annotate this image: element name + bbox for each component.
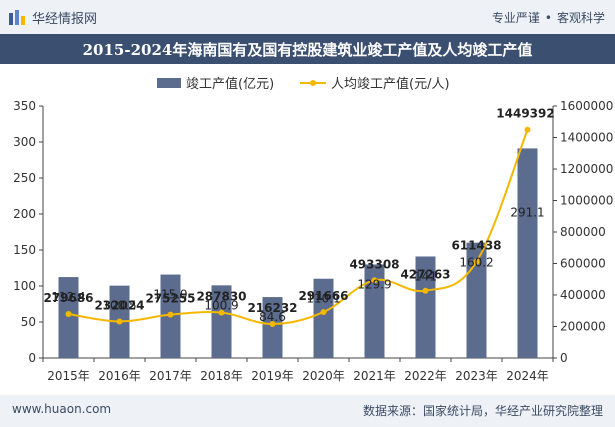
line-point [422,287,429,294]
x-tick-label: 2016年 [98,369,141,383]
left-tick-label: 100 [13,279,36,293]
footer-website[interactable]: www.huaon.com [12,402,112,416]
x-tick-label: 2022年 [404,369,447,383]
x-tick-label: 2019年 [251,369,294,383]
x-tick-label: 2018年 [200,369,243,383]
line-point [269,320,276,327]
right-tick-label: 1000000 [560,194,613,208]
bar [313,278,334,358]
bar [466,242,487,358]
line-point [167,311,174,318]
bar-value-label: 115.9 [153,288,187,302]
line-value-label: 1449392 [496,107,554,121]
left-tick-label: 250 [13,171,36,185]
left-tick-label: 0 [28,351,36,365]
tagline-left: 专业严谨 [491,11,540,25]
bar-value-label: 100.5 [102,299,136,313]
line-value-label: 611438 [451,239,501,253]
left-tick-label: 200 [13,207,36,221]
line-value-label: 493308 [349,257,399,271]
chart-title: 2015-2024年海南国有及国有控股建筑业竣工产值及人均竣工产值 [82,41,533,59]
line-value-label: 216232 [247,301,297,315]
bar [364,264,385,358]
x-tick-label: 2023年 [455,369,498,383]
bar-value-label: 110.1 [306,292,340,306]
bar [211,285,232,358]
line-value-label: 287830 [196,290,246,304]
right-tick-label: 1200000 [560,162,613,176]
line-point [524,126,531,133]
bar-value-label: 100.9 [204,298,238,312]
bar-value-label: 141 [414,269,437,283]
right-tick-label: 1400000 [560,131,613,145]
line-value-label: 232024 [94,298,144,312]
right-tick-label: 600000 [560,257,606,271]
line-point [371,277,378,284]
dot-separator-icon: • [544,11,552,25]
logo-text: 华经情报网 [32,12,98,27]
line-point [116,318,123,325]
title-bar [0,34,615,64]
line-value-label: 427263 [400,268,450,282]
logo-icon [9,9,25,25]
legend-marker-line [310,80,316,86]
left-tick-label: 50 [21,315,36,329]
legend-swatch-bar [157,78,181,88]
bar [58,277,79,358]
right-tick-label: 400000 [560,288,606,302]
x-tick-label: 2015年 [47,369,90,383]
right-tick-label: 1600000 [560,99,613,113]
bar-value-label: 129.9 [357,277,391,291]
logo: 华经情报网 [8,8,97,27]
line-point [320,309,327,316]
bar-value-label: 160.2 [459,256,493,270]
line-value-label: 291666 [298,289,348,303]
footer-source: 数据来源：国家统计局，华经产业研究院整理 [362,404,603,418]
top-bar [0,0,615,34]
right-tick-label: 0 [560,351,568,365]
x-tick-label: 2024年 [506,369,549,383]
bar-value-label: 291.1 [510,205,544,219]
bar-value-label: 84.6 [259,310,286,324]
left-tick-label: 350 [13,99,36,113]
combo-chart: 竣工产值(亿元) 人均竣工产值(元/人) 0 50 100 150 200 250 300 350… [13,76,613,383]
x-tick-label: 2021年 [353,369,396,383]
series-line [68,129,529,325]
line-point [473,258,480,265]
legend-label-bar: 竣工产值(亿元) [186,76,274,92]
right-tick-label: 200000 [560,320,606,334]
tagline-right: 客观科学 [556,11,605,25]
x-tick-label: 2020年 [302,369,345,383]
line-value-label: 275255 [145,292,195,306]
tagline: 专业严谨 • 客观科学 [492,9,605,26]
bar [517,148,538,358]
left-tick-label: 150 [13,243,36,257]
right-tick-label: 800000 [560,225,606,239]
left-tick-label: 300 [13,135,36,149]
x-tick-label: 2017年 [149,369,192,383]
line-point [65,310,72,317]
bar [262,297,283,358]
footer-bar [0,395,615,427]
line-point [218,309,225,316]
line-value-label: 279686 [43,291,93,305]
legend-label-line: 人均竣工产值(元/人) [331,76,450,92]
bar [415,256,436,358]
bar-value-label: 112.4 [51,290,85,304]
